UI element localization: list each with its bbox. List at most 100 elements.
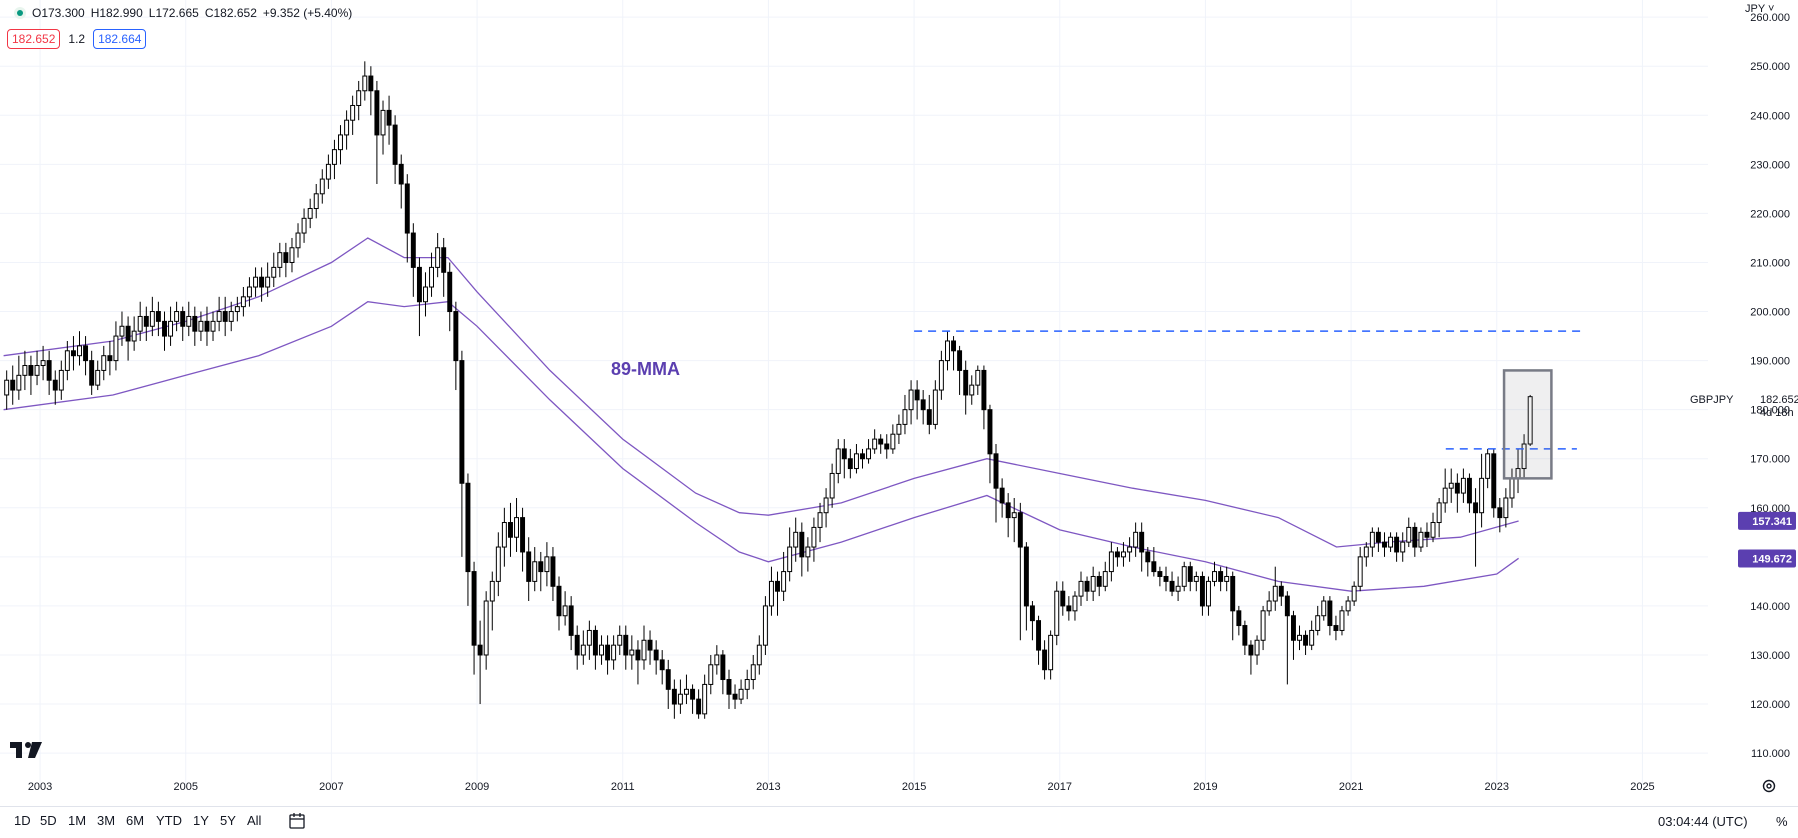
currency-label: JPY (1745, 3, 1765, 15)
candle-up (817, 512, 823, 528)
timeframe-1d[interactable]: 1D (14, 813, 31, 828)
market-status-icon (14, 7, 26, 19)
candle-up (1272, 585, 1278, 602)
candle-down (1114, 551, 1120, 558)
grid-lines (0, 0, 1708, 785)
candle-up (1193, 575, 1199, 582)
candle-up (331, 149, 337, 165)
candle-up (1127, 546, 1133, 553)
candle-up (1345, 600, 1351, 612)
y-tick-label: 180.000 (1750, 405, 1790, 417)
high-value: H182.990 (90, 6, 143, 20)
candle-up (1090, 575, 1096, 592)
time-axis[interactable]: 2003 2005 2007 2009 2011 2013 2015 2017 2019 2021… (28, 781, 1655, 793)
timeframe-ytd[interactable]: YTD (156, 813, 182, 828)
candle-up (113, 335, 119, 362)
candle-down (1163, 575, 1169, 582)
candle-down (1157, 571, 1163, 577)
candle-down (155, 311, 161, 322)
candle-down (1382, 541, 1387, 548)
candle-up (186, 315, 192, 327)
buy-button[interactable]: 182.664 (93, 29, 147, 49)
candle-up (835, 448, 841, 474)
candle-up (34, 365, 40, 376)
candle-up (1448, 482, 1454, 489)
timeframe-1m[interactable]: 1M (68, 813, 87, 828)
timeframe-3m[interactable]: 3M (97, 813, 116, 828)
candle-down (416, 266, 422, 303)
symbol-label: GBPJPY (1690, 394, 1734, 406)
low-value: L172.665 (148, 6, 199, 20)
candle-down (1060, 590, 1066, 607)
candle-down (471, 571, 477, 646)
timeframe-5y[interactable]: 5Y (220, 813, 236, 828)
candle-up (829, 472, 835, 499)
candle-up (708, 664, 714, 685)
candle-up (1309, 629, 1315, 646)
candle-up (307, 208, 313, 219)
x-tick-label: 2007 (319, 781, 343, 793)
percent-scale-toggle[interactable]: % (1776, 814, 1788, 829)
candle-down (386, 109, 392, 126)
candle-up (702, 683, 708, 715)
candle-down (283, 252, 289, 263)
tradingview-logo-icon[interactable] (10, 742, 42, 758)
candle-down (1023, 546, 1029, 607)
candle-up (489, 580, 495, 602)
candle-down (659, 659, 665, 671)
candle-up (1357, 556, 1363, 587)
price-axis[interactable]: 110.000120.000130.000140.000150.000160.0… (1738, 12, 1796, 760)
timeframe-1y[interactable]: 1Y (193, 813, 209, 828)
candle-down (28, 365, 34, 376)
candle-down (1066, 605, 1072, 612)
candle-down (1303, 634, 1309, 646)
settings-icon[interactable] (1761, 778, 1777, 794)
calendar-range-icon[interactable] (288, 812, 306, 830)
candle-down (1242, 625, 1248, 646)
candle-down (1096, 575, 1102, 587)
bottom-toolbar: 1D 5D 1M 3M 6M YTD 1Y 5Y All 03:04:44 (U… (0, 806, 1798, 838)
y-tick-label: 170.000 (1750, 454, 1790, 466)
candle-down (568, 605, 574, 636)
currency-selector[interactable]: JPY ˅ (1745, 3, 1774, 15)
candle-up (4, 379, 10, 396)
candle-up (1339, 610, 1345, 631)
candle-down (465, 482, 471, 573)
candle-down (508, 522, 513, 538)
candle-down (125, 325, 131, 342)
candle-down (1017, 512, 1023, 548)
candle-down (1236, 610, 1242, 627)
candle-down (993, 453, 999, 489)
y-tick-label: 230.000 (1750, 159, 1790, 171)
candle-down (180, 311, 186, 327)
y-tick-label: 260.000 (1750, 12, 1790, 24)
candle-up (277, 252, 283, 268)
price-chart[interactable]: 110.000120.000130.000140.000150.000160.0… (0, 0, 1798, 805)
candle-up (216, 311, 222, 322)
candle-up (234, 306, 240, 313)
candle-up (271, 266, 277, 278)
open-value: O173.300 (32, 6, 85, 20)
candle-up (1418, 531, 1424, 548)
candle-up (344, 119, 350, 136)
sell-button[interactable]: 182.652 (7, 29, 61, 49)
candle-down (204, 320, 210, 332)
candle-down (374, 90, 380, 136)
candle-up (1133, 531, 1139, 548)
timeframe-6m[interactable]: 6M (126, 813, 145, 828)
candle-up (1436, 502, 1442, 524)
timeframe-all[interactable]: All (247, 813, 262, 828)
candle-down (732, 693, 738, 700)
highlight-box (1502, 369, 1553, 480)
utc-clock[interactable]: 03:04:44 (UTC) (1658, 814, 1748, 829)
candle-down (70, 350, 76, 357)
candle-down (1199, 575, 1205, 607)
candle-up (1212, 571, 1217, 582)
candle-down (1230, 575, 1236, 612)
candle-up (295, 232, 301, 249)
y-tick-label: 130.000 (1750, 650, 1790, 662)
candle-down (404, 183, 410, 234)
timeframe-5d[interactable]: 5D (40, 813, 57, 828)
candle-up (168, 320, 174, 337)
candle-up (1321, 600, 1327, 617)
